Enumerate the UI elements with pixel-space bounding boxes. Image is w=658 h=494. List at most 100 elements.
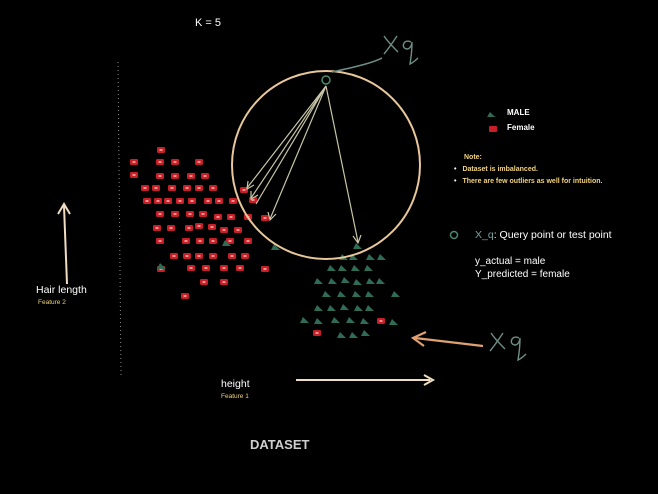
male-point <box>322 291 331 297</box>
female-point-highlight <box>173 161 177 163</box>
female-point-highlight <box>197 187 201 189</box>
legend-female-marker <box>489 126 497 132</box>
female-point-highlight <box>222 267 226 269</box>
y-actual-label: y_actual = male <box>475 256 546 267</box>
x-axis-arrowhead <box>423 374 436 386</box>
female-points <box>130 147 385 336</box>
female-point-highlight <box>231 200 235 202</box>
male-point <box>300 317 309 323</box>
legend-male-marker <box>487 112 496 117</box>
female-point-highlight <box>201 213 205 215</box>
female-point-highlight <box>251 199 255 201</box>
female-point-highlight <box>178 200 182 202</box>
female-point-highlight <box>211 240 215 242</box>
female-point-highlight <box>132 174 136 176</box>
female-point-highlight <box>238 267 242 269</box>
male-point <box>353 243 362 249</box>
query-legend-marker <box>449 230 459 240</box>
y-axis-arrowhead <box>57 202 71 215</box>
female-point-highlight <box>158 240 162 242</box>
outlier-arrow <box>414 336 484 348</box>
female-point-highlight <box>154 187 158 189</box>
nn-arrowhead <box>352 234 362 245</box>
male-point <box>271 244 280 250</box>
female-point-highlight <box>172 255 176 257</box>
female-point-highlight <box>143 187 147 189</box>
female-point-highlight <box>216 216 220 218</box>
y-axis-feature-label: Feature 2 <box>38 299 66 306</box>
female-point-highlight <box>315 332 319 334</box>
female-point-highlight <box>132 161 136 163</box>
female-point-highlight <box>203 175 207 177</box>
female-point-highlight <box>379 320 383 322</box>
female-point-highlight <box>263 268 267 270</box>
female-point-highlight <box>243 255 247 257</box>
female-point-highlight <box>158 175 162 177</box>
female-point-highlight <box>229 216 233 218</box>
y-axis-dotted-line <box>117 61 122 376</box>
female-point-highlight <box>184 240 188 242</box>
query-point <box>321 75 331 85</box>
male-point <box>360 318 369 324</box>
nn-arrow <box>246 85 327 189</box>
female-point-highlight <box>197 255 201 257</box>
female-point-highlight <box>155 227 159 229</box>
legend-male-label: MALE <box>507 108 530 117</box>
male-point <box>222 240 231 246</box>
male-point <box>352 291 361 297</box>
male-point <box>364 265 373 271</box>
knn-neighborhood-circle <box>231 70 421 260</box>
female-point-highlight <box>185 187 189 189</box>
male-point <box>354 305 363 311</box>
female-point-highlight <box>211 187 215 189</box>
nn-arrowhead <box>267 211 277 222</box>
x-axis-feature-label: Feature 1 <box>221 393 249 400</box>
female-point-highlight <box>189 175 193 177</box>
k-value-label: K = 5 <box>195 17 221 29</box>
male-point <box>377 254 386 260</box>
female-point-highlight <box>230 255 234 257</box>
note-item: • There are few outliers as well for intu… <box>454 178 603 185</box>
y-predicted-label: Y_predicted = female <box>475 269 570 280</box>
female-point-highlight <box>145 200 149 202</box>
female-point-highlight <box>222 281 226 283</box>
outlier-arrowhead <box>410 331 427 347</box>
female-point-highlight <box>185 255 189 257</box>
female-point-highlight <box>242 189 246 191</box>
female-point-highlight <box>236 229 240 231</box>
female-point-highlight <box>183 295 187 297</box>
male-point <box>365 291 374 297</box>
male-point <box>389 319 398 325</box>
query-symbol: X_q <box>475 229 494 241</box>
female-point-highlight <box>211 255 215 257</box>
nn-arrowhead <box>246 180 255 191</box>
male-point <box>349 332 358 338</box>
female-point-highlight <box>189 267 193 269</box>
male-point <box>331 317 340 323</box>
y-axis-arrow <box>63 205 68 285</box>
female-point-highlight <box>173 213 177 215</box>
nn-arrow <box>325 85 359 243</box>
male-point <box>314 278 323 284</box>
handwritten-xq-top <box>383 35 419 66</box>
male-point <box>314 305 323 311</box>
male-point <box>366 278 375 284</box>
male-point <box>346 317 355 323</box>
nn-arrow <box>255 85 327 205</box>
male-point <box>341 277 350 283</box>
male-point <box>338 265 347 271</box>
female-point-highlight <box>159 149 163 151</box>
male-point <box>353 279 362 285</box>
male-points <box>157 240 400 338</box>
female-point-highlight <box>228 240 232 242</box>
female-point-highlight <box>217 200 221 202</box>
female-point-highlight <box>158 161 162 163</box>
female-point-highlight <box>204 267 208 269</box>
female-point-highlight <box>210 226 214 228</box>
male-point <box>327 305 336 311</box>
legend-female-label: Female <box>507 123 535 132</box>
query-point-description: X_q: Query point or test point <box>475 229 612 241</box>
female-point-highlight <box>166 200 170 202</box>
x-axis-label: height <box>221 378 250 390</box>
female-point-highlight <box>197 161 201 163</box>
